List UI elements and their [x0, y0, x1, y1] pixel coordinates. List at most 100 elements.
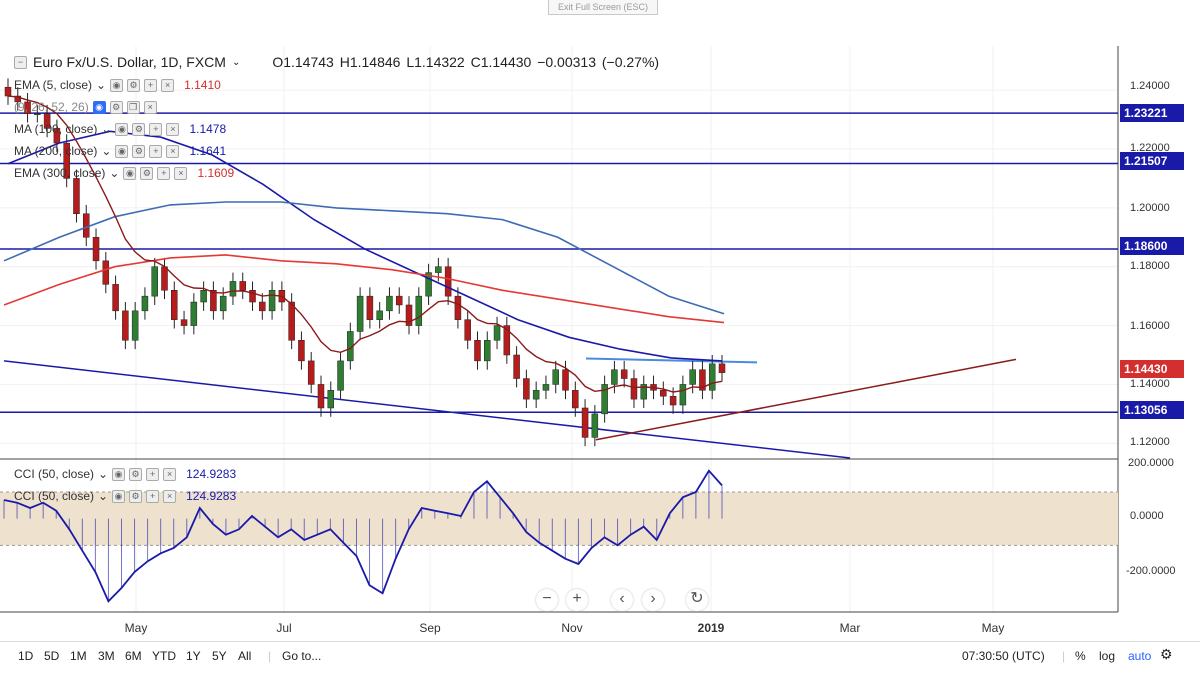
- down-trend-line: [3, 360, 851, 459]
- candle-body: [249, 290, 256, 303]
- close-icon[interactable]: ×: [161, 78, 175, 92]
- gear-icon[interactable]: ⚙: [132, 122, 146, 136]
- candle-body: [63, 142, 70, 179]
- zoom-out-button[interactable]: −: [536, 589, 558, 611]
- percent-toggle[interactable]: %: [1075, 649, 1086, 663]
- price-tag-1.13056[interactable]: 1.13056: [1120, 401, 1184, 419]
- candle-body: [572, 390, 579, 409]
- timeframe-3m[interactable]: 3M: [98, 649, 115, 663]
- chevron-down-icon[interactable]: ⌄: [231, 56, 241, 68]
- legend-ichimoku[interactable]: (9, 26, 52, 26) ◉ ⚙ ❐ ×: [14, 100, 157, 114]
- close-icon[interactable]: ×: [174, 166, 188, 180]
- close-icon[interactable]: ×: [166, 122, 180, 136]
- goto-button[interactable]: Go to...: [282, 649, 322, 663]
- plus-icon[interactable]: +: [149, 144, 163, 158]
- eye-icon[interactable]: ◉: [115, 144, 129, 158]
- candle-body: [503, 325, 511, 356]
- eye-icon[interactable]: ◉: [115, 122, 129, 136]
- timeframe-5d[interactable]: 5D: [44, 649, 60, 663]
- candle-body: [689, 369, 696, 385]
- close-icon[interactable]: ×: [166, 144, 180, 158]
- gear-icon[interactable]: ⚙: [140, 166, 154, 180]
- price-tag-1.23221[interactable]: 1.23221: [1120, 104, 1184, 122]
- eye-icon[interactable]: ◉: [92, 100, 106, 114]
- timeframe-all[interactable]: All: [238, 649, 252, 663]
- horizontal-levels[interactable]: [0, 112, 1118, 413]
- plus-icon[interactable]: +: [144, 78, 158, 92]
- legend-ma200[interactable]: MA (200, close) ⌄ ◉ ⚙ + × 1.1641: [14, 144, 226, 158]
- legend-cci-2[interactable]: CCI (50, close) ⌄ ◉ ⚙ + × 124.9283: [14, 489, 236, 503]
- copy-icon[interactable]: ❐: [126, 100, 140, 114]
- scroll-right-button[interactable]: ›: [642, 589, 664, 611]
- gear-icon[interactable]: ⚙: [109, 100, 123, 114]
- chevron-down-icon[interactable]: ⌄: [96, 78, 107, 92]
- plus-icon[interactable]: +: [157, 166, 171, 180]
- zoom-in-button[interactable]: +: [566, 589, 588, 611]
- log-toggle[interactable]: log: [1099, 649, 1116, 663]
- chevron-down-icon[interactable]: ⌄: [109, 166, 120, 180]
- bottom-toolbar: [0, 641, 1200, 672]
- collapse-icon[interactable]: −: [14, 55, 27, 69]
- reset-chart-button[interactable]: ↻: [686, 589, 708, 611]
- timeframe-5y[interactable]: 5Y: [212, 649, 227, 663]
- trend-lines[interactable]: [3, 357, 1017, 459]
- candle-body: [444, 266, 452, 297]
- eye-icon[interactable]: ◉: [110, 78, 124, 92]
- timeframe-1m[interactable]: 1M: [70, 649, 87, 663]
- legend-label: (9, 26, 52, 26): [14, 100, 89, 114]
- plus-icon[interactable]: +: [146, 467, 160, 481]
- x-tick-label: May: [124, 621, 148, 635]
- candle-body: [219, 295, 227, 312]
- price-tag-last[interactable]: 1.14430: [1120, 360, 1184, 378]
- scroll-left-button[interactable]: ‹: [611, 589, 633, 611]
- eye-icon[interactable]: ◉: [112, 489, 126, 503]
- plus-icon[interactable]: +: [149, 122, 163, 136]
- cci-tick-label: 200.0000: [1128, 457, 1174, 469]
- candle-body: [337, 360, 344, 391]
- timeframe-ytd[interactable]: YTD: [152, 649, 176, 663]
- plus-icon[interactable]: +: [146, 489, 160, 503]
- y-tick-label: 1.22000: [1130, 142, 1170, 154]
- chevron-down-icon[interactable]: ⌄: [98, 467, 109, 481]
- timeframe-6m[interactable]: 6M: [125, 649, 142, 663]
- auto-toggle[interactable]: auto: [1128, 649, 1152, 663]
- legend-ema5[interactable]: EMA (5, close) ⌄ ◉ ⚙ + × 1.1410: [14, 78, 221, 92]
- gear-icon[interactable]: ⚙: [1160, 646, 1173, 662]
- eye-icon[interactable]: ◉: [112, 467, 126, 481]
- timeframe-1d[interactable]: 1D: [18, 649, 34, 663]
- symbol-name[interactable]: Euro Fx/U.S. Dollar, 1D, FXCM: [33, 54, 226, 70]
- price-tag-1.21507[interactable]: 1.21507: [1120, 152, 1184, 170]
- candle-body: [611, 369, 618, 385]
- close-icon[interactable]: ×: [143, 100, 157, 114]
- candle-body: [415, 295, 423, 326]
- legend-ema300[interactable]: EMA (300, close) ⌄ ◉ ⚙ + × 1.1609: [14, 166, 234, 180]
- exit-fullscreen-button[interactable]: Exit Full Screen (ESC): [548, 0, 658, 15]
- candle-body: [210, 290, 217, 312]
- candle-body: [14, 95, 22, 103]
- close-icon[interactable]: ×: [163, 467, 177, 481]
- chevron-down-icon[interactable]: ⌄: [98, 489, 109, 503]
- y-tick-label: 1.24000: [1130, 80, 1170, 92]
- chevron-down-icon[interactable]: ⌄: [101, 144, 112, 158]
- candle-body: [395, 295, 403, 306]
- candle-body: [513, 354, 520, 379]
- eye-icon[interactable]: ◉: [123, 166, 137, 180]
- gear-icon[interactable]: ⚙: [129, 489, 143, 503]
- up-trend-line: [595, 358, 1017, 441]
- legend-cci-1[interactable]: CCI (50, close) ⌄ ◉ ⚙ + × 124.9283: [14, 467, 236, 481]
- gear-icon[interactable]: ⚙: [129, 467, 143, 481]
- legend-label: CCI (50, close): [14, 489, 95, 503]
- legend-value: 1.1478: [189, 122, 227, 136]
- chevron-down-icon[interactable]: ⌄: [101, 122, 112, 136]
- legend-label: MA (200, close): [14, 144, 98, 158]
- candle-body: [591, 413, 599, 438]
- timeframe-1y[interactable]: 1Y: [186, 649, 201, 663]
- candle-body: [356, 295, 364, 332]
- gear-icon[interactable]: ⚙: [132, 144, 146, 158]
- candle-body: [376, 310, 383, 320]
- close-icon[interactable]: ×: [163, 489, 177, 503]
- legend-ma100[interactable]: MA (100, close) ⌄ ◉ ⚙ + × 1.1478: [14, 122, 226, 136]
- price-tag-1.18600[interactable]: 1.18600: [1120, 237, 1184, 255]
- gear-icon[interactable]: ⚙: [127, 78, 141, 92]
